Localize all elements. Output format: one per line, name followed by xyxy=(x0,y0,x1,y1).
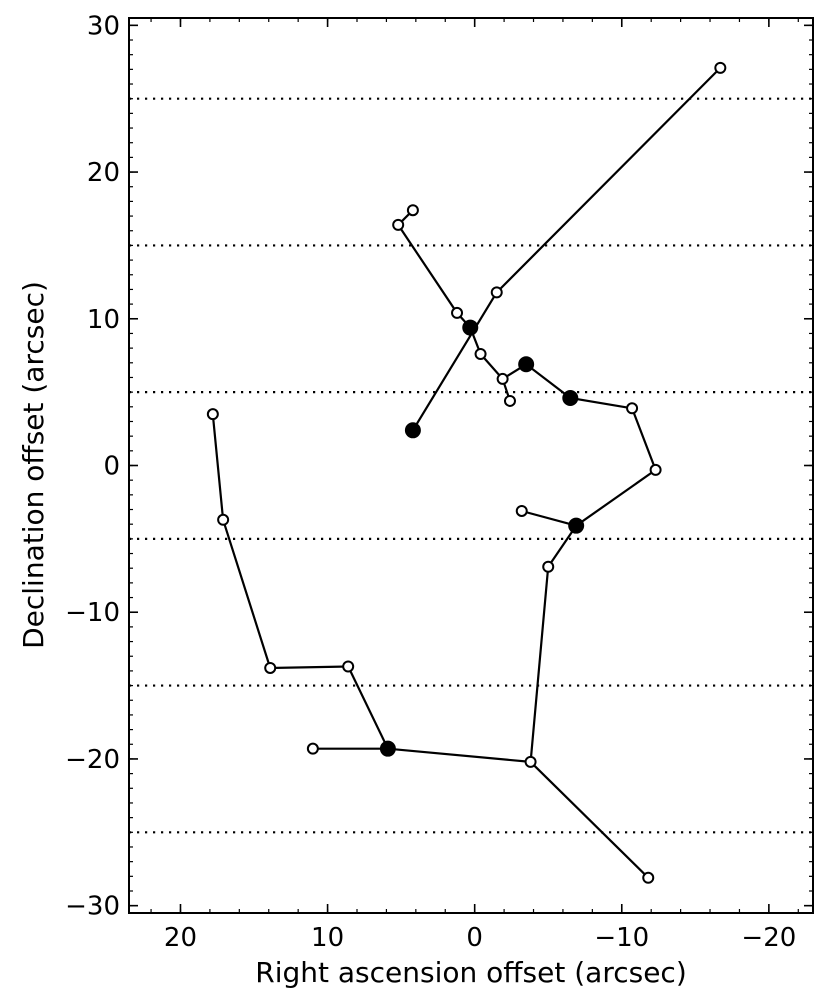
open-marker xyxy=(342,660,355,673)
y-tick-label: 30 xyxy=(87,11,120,41)
y-tick-label: 0 xyxy=(103,452,120,482)
open-marker xyxy=(206,408,219,421)
plot-background xyxy=(129,18,813,913)
open-marker xyxy=(490,286,503,299)
y-tick-label: 20 xyxy=(87,158,120,188)
open-marker xyxy=(503,394,516,407)
open-marker xyxy=(642,871,655,884)
tick-labels: 20 10 0 −10 −20 30 20 10 0 −10 −20 −30 xyxy=(65,11,796,953)
x-tick-label: −20 xyxy=(741,923,796,953)
filled-marker xyxy=(562,390,579,407)
open-marker xyxy=(474,347,487,360)
reference-lines xyxy=(129,97,813,834)
y-tick-label: −30 xyxy=(65,892,120,922)
data-points xyxy=(206,61,727,884)
x-tick-label: 0 xyxy=(466,923,483,953)
x-tick-label: −10 xyxy=(594,923,649,953)
track-line xyxy=(529,525,650,879)
open-marker xyxy=(542,560,555,573)
open-marker xyxy=(524,755,537,768)
y-tick-label: 10 xyxy=(87,305,120,335)
filled-marker xyxy=(518,356,535,373)
x-axis-label: Right ascension offset (arcsec) xyxy=(255,956,687,989)
filled-marker xyxy=(404,422,421,439)
open-marker xyxy=(392,218,405,231)
open-marker xyxy=(714,61,727,74)
plot-frame xyxy=(128,17,814,914)
open-marker xyxy=(515,504,528,517)
filled-marker xyxy=(462,319,479,336)
open-marker xyxy=(217,513,230,526)
y-axis-label: Declination offset (arcsec) xyxy=(17,281,50,649)
open-marker xyxy=(626,402,639,415)
open-marker xyxy=(649,463,662,476)
x-tick-label: 10 xyxy=(311,923,344,953)
open-marker xyxy=(406,204,419,217)
open-marker xyxy=(306,742,319,755)
x-tick-label: 20 xyxy=(164,923,197,953)
open-marker xyxy=(451,306,464,319)
filled-marker xyxy=(568,517,585,534)
open-marker xyxy=(264,661,277,674)
y-tick-label: −10 xyxy=(65,598,120,628)
filled-marker xyxy=(379,740,396,757)
open-marker xyxy=(496,372,509,385)
y-tick-label: −20 xyxy=(65,745,120,775)
